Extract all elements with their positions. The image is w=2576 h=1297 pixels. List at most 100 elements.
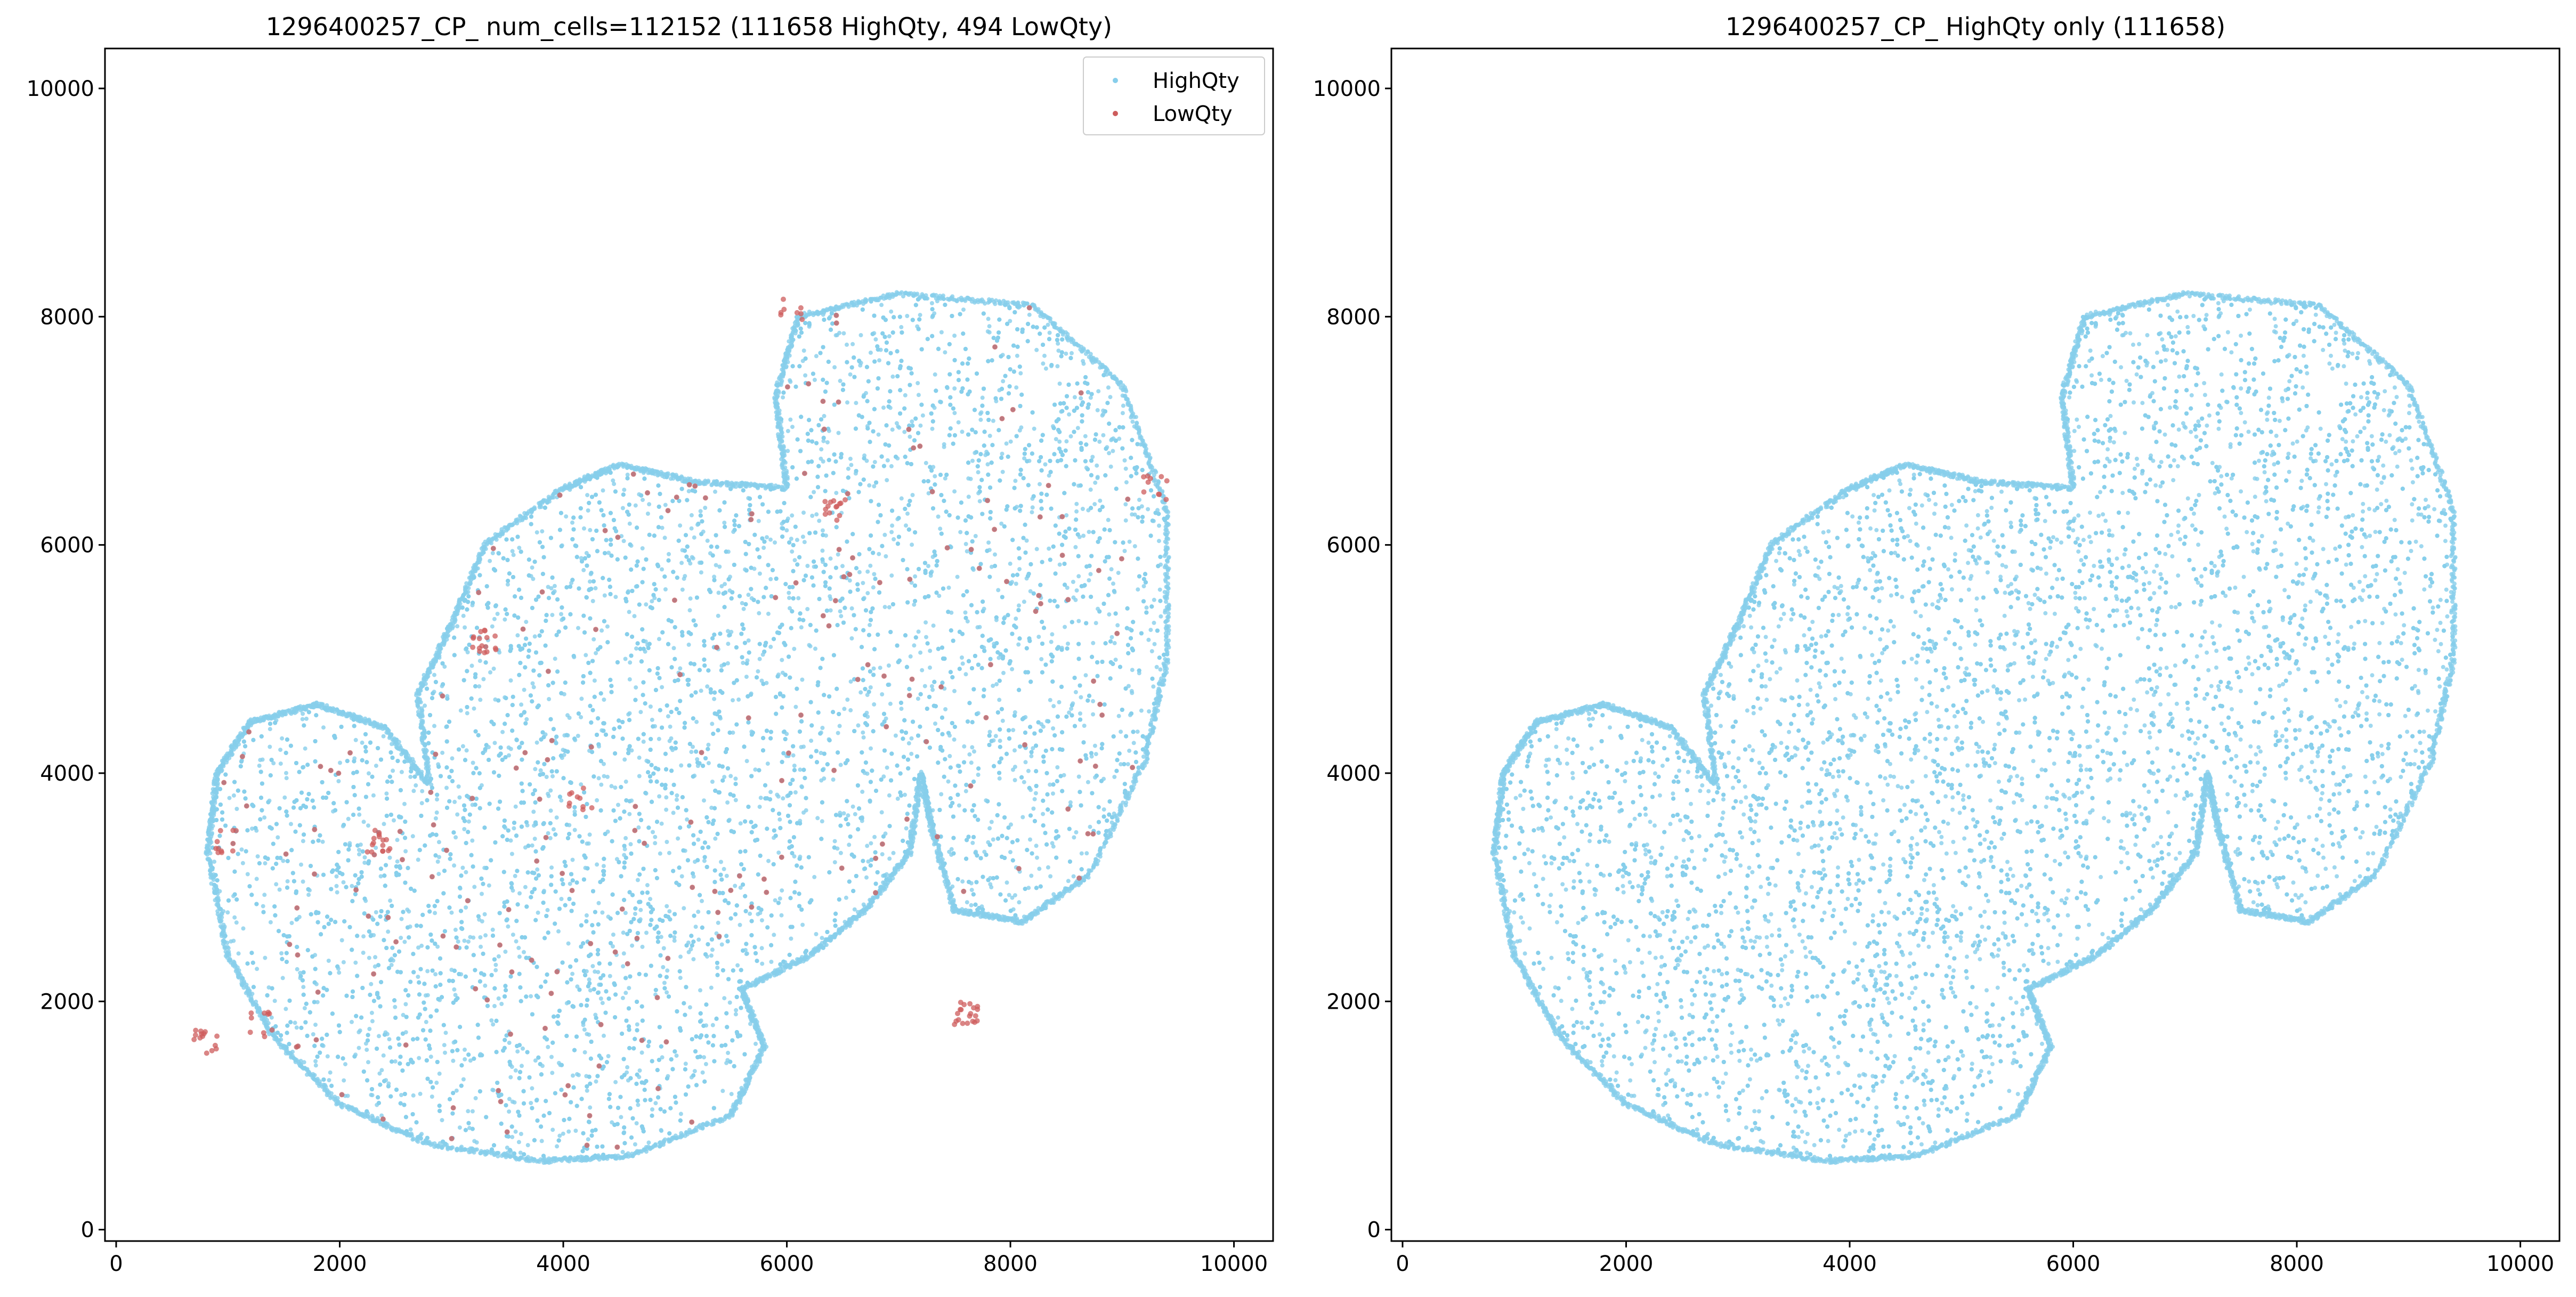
point-highqty xyxy=(814,932,819,936)
point-highqty xyxy=(773,898,777,903)
point-highqty xyxy=(623,911,628,915)
point-highqty xyxy=(597,901,601,905)
point-highqty xyxy=(524,717,529,722)
point-highqty xyxy=(314,1063,318,1067)
point-highqty xyxy=(453,928,458,932)
point-highqty xyxy=(301,880,305,884)
point-highqty xyxy=(957,420,961,425)
point-highqty xyxy=(833,839,837,844)
point-highqty xyxy=(420,789,424,793)
point-highqty xyxy=(757,519,761,523)
point-highqty xyxy=(883,605,887,609)
point-highqty xyxy=(337,970,341,975)
point-highqty xyxy=(600,911,604,915)
point-highqty xyxy=(279,761,283,766)
point-highqty xyxy=(684,1061,688,1066)
point-highqty xyxy=(1159,667,1163,671)
point-highqty xyxy=(872,484,876,489)
point-highqty xyxy=(623,991,628,995)
point-highqty xyxy=(299,863,303,867)
point-highqty xyxy=(400,770,404,774)
point-highqty xyxy=(861,731,865,735)
point-highqty xyxy=(790,549,794,554)
point-highqty xyxy=(1005,880,1009,885)
point-highqty xyxy=(1063,625,1067,629)
point-highqty xyxy=(685,817,689,822)
point-highqty xyxy=(868,564,872,568)
point-highqty xyxy=(918,651,922,655)
point-highqty xyxy=(1066,879,1071,883)
point-highqty xyxy=(326,1054,330,1058)
point-highqty xyxy=(1066,642,1070,646)
point-highqty xyxy=(709,953,714,958)
point-highqty xyxy=(584,653,588,657)
point-highqty xyxy=(1043,463,1048,467)
point-highqty xyxy=(991,684,995,688)
point-highqty xyxy=(1057,700,1062,704)
point-highqty xyxy=(969,903,974,907)
point-highqty xyxy=(1123,549,1127,553)
point-highqty xyxy=(887,793,892,798)
point-highqty xyxy=(924,461,928,465)
point-highqty xyxy=(1022,599,1026,604)
point-highqty xyxy=(286,879,290,883)
point-highqty xyxy=(507,1109,511,1114)
point-highqty xyxy=(825,440,830,444)
point-highqty xyxy=(429,1055,433,1059)
point-highqty xyxy=(342,960,346,964)
point-highqty xyxy=(466,1109,470,1113)
point-highqty xyxy=(301,985,305,989)
point-highqty xyxy=(805,607,809,611)
point-highqty xyxy=(903,393,908,398)
point-highqty xyxy=(760,946,764,950)
point-highqty xyxy=(461,1077,466,1082)
point-highqty xyxy=(703,506,707,510)
point-highqty xyxy=(1096,475,1100,479)
point-highqty xyxy=(821,529,825,533)
point-highqty xyxy=(600,628,604,633)
point-highqty xyxy=(820,548,824,553)
point-highqty xyxy=(781,395,785,400)
point-highqty xyxy=(460,866,465,870)
point-highqty xyxy=(658,852,662,856)
point-highqty xyxy=(930,427,935,431)
point-highqty xyxy=(1024,760,1028,764)
point-highqty xyxy=(357,852,361,856)
point-highqty xyxy=(970,888,974,892)
point-highqty xyxy=(621,930,626,935)
point-highqty xyxy=(902,430,906,434)
point-highqty xyxy=(887,605,892,610)
point-highqty xyxy=(313,1059,318,1064)
point-highqty xyxy=(909,654,913,659)
point-highqty xyxy=(391,768,395,773)
point-highqty xyxy=(829,609,833,613)
point-highqty xyxy=(555,815,559,820)
point-highqty xyxy=(533,634,537,638)
point-highqty xyxy=(1136,587,1140,591)
point-highqty xyxy=(522,688,526,692)
point-highqty xyxy=(1127,749,1131,753)
point-highqty xyxy=(772,933,776,937)
point-highqty xyxy=(837,431,841,435)
point-highqty xyxy=(425,969,430,974)
point-highqty xyxy=(1051,726,1055,731)
point-highqty xyxy=(281,976,285,980)
point-highqty xyxy=(678,666,682,670)
point-highqty xyxy=(1074,509,1079,514)
point-highqty xyxy=(789,937,793,941)
point-highqty xyxy=(970,745,974,749)
point-highqty xyxy=(696,910,700,914)
point-highqty xyxy=(587,841,591,846)
point-highqty xyxy=(715,966,719,970)
point-highqty xyxy=(1013,765,1017,769)
point-highqty xyxy=(586,1137,590,1141)
point-highqty xyxy=(532,685,536,690)
point-highqty xyxy=(613,595,618,599)
point-highqty xyxy=(780,658,784,662)
point-highqty xyxy=(846,467,850,471)
point-highqty xyxy=(978,412,983,416)
point-highqty xyxy=(836,553,840,557)
point-highqty xyxy=(801,534,805,539)
point-highqty xyxy=(738,923,742,927)
point-highqty xyxy=(382,1053,386,1058)
